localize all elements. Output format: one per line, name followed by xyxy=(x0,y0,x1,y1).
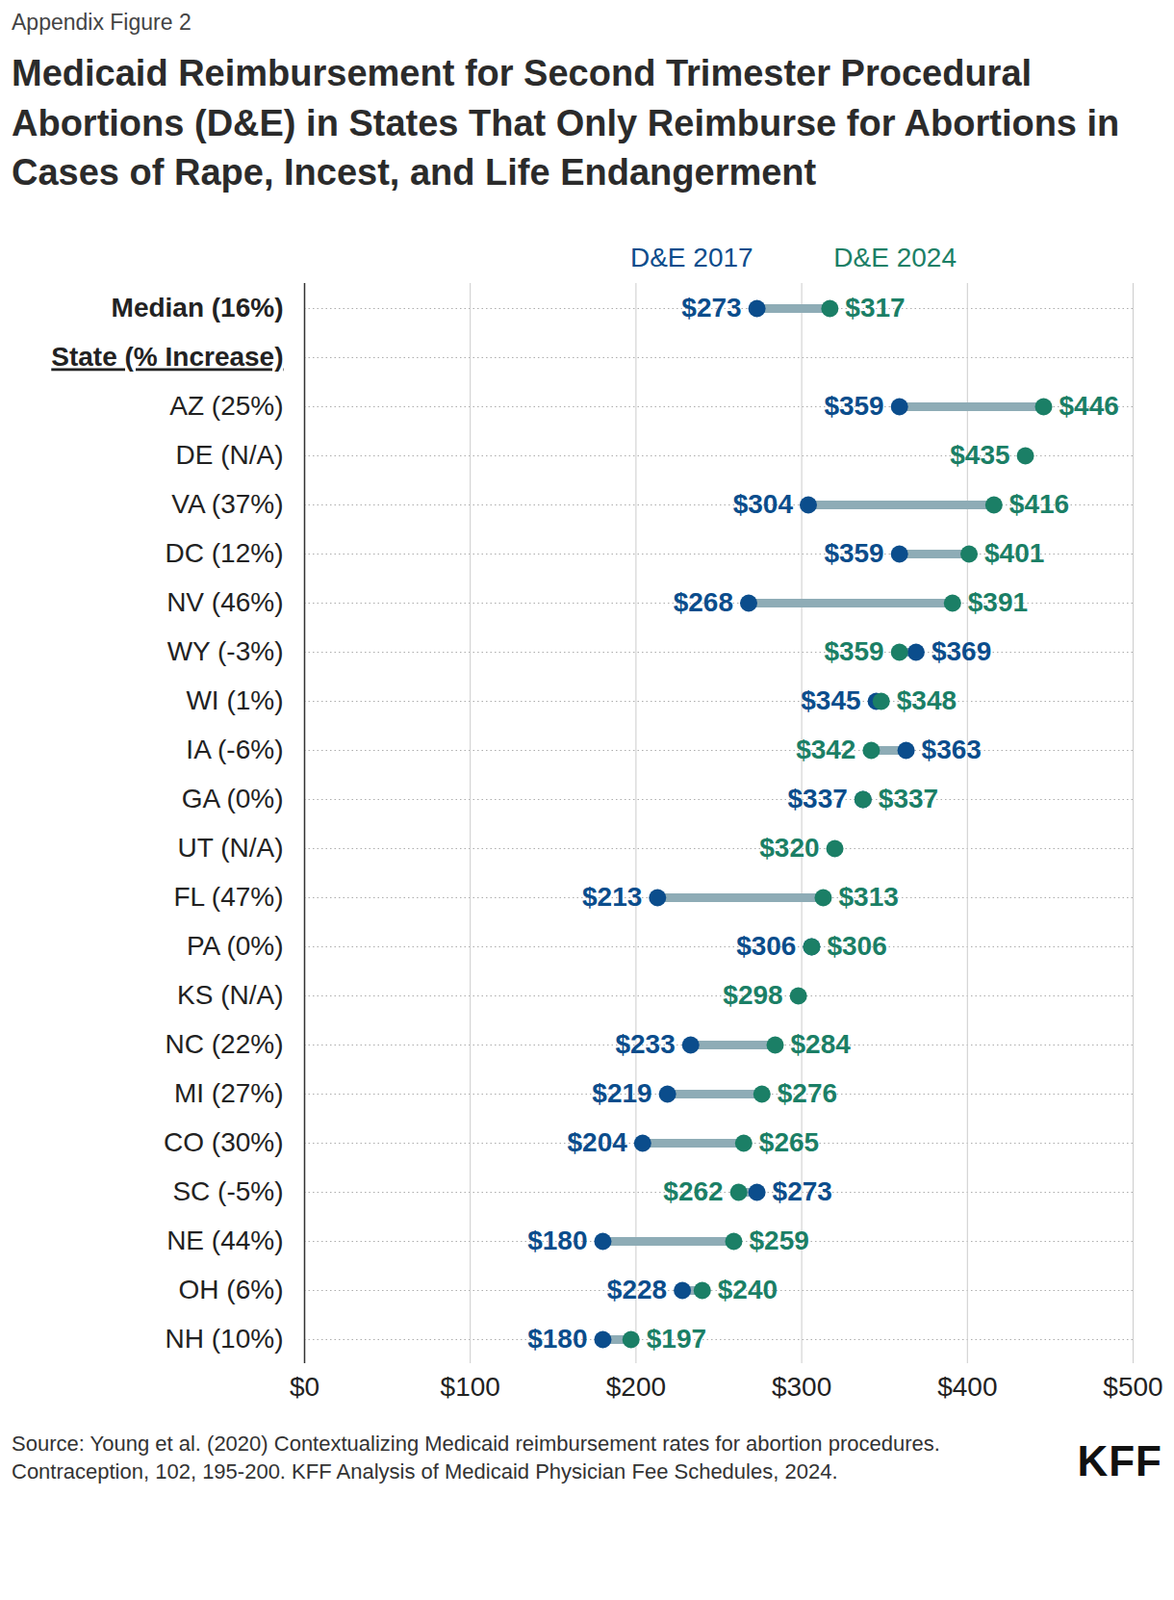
html-text:Source: Young et al. (2020) Co: Source: Young et al. (2020) Contextualiz… xyxy=(11,1430,941,1483)
svg-text:NV (46%): NV (46%) xyxy=(166,587,283,617)
svg-text:$400: $400 xyxy=(937,1371,997,1402)
svg-text:$200: $200 xyxy=(606,1371,666,1402)
svg-text:$306: $306 xyxy=(736,930,796,961)
svg-text:$259: $259 xyxy=(748,1225,809,1255)
svg-text:$446: $446 xyxy=(1059,390,1120,421)
svg-text:$369: $369 xyxy=(931,636,992,666)
svg-text:$317: $317 xyxy=(844,292,905,323)
svg-text:$273: $273 xyxy=(681,292,741,323)
svg-text:$359: $359 xyxy=(823,636,884,666)
svg-text:$180: $180 xyxy=(527,1323,587,1353)
svg-text:PA (0%): PA (0%) xyxy=(186,930,284,961)
svg-text:$391: $391 xyxy=(968,587,1028,617)
svg-text:D&E 2017: D&E 2017 xyxy=(630,242,754,273)
svg-text:$359: $359 xyxy=(823,537,884,568)
svg-text:$268: $268 xyxy=(673,587,734,617)
svg-text:$100: $100 xyxy=(440,1371,501,1402)
svg-text:VA (37%): VA (37%) xyxy=(171,488,283,519)
svg-text:$306: $306 xyxy=(826,930,887,961)
svg-text:NH (10%): NH (10%) xyxy=(165,1323,284,1353)
svg-text:$337: $337 xyxy=(788,783,848,814)
svg-text:$298: $298 xyxy=(722,979,783,1010)
svg-text:$304: $304 xyxy=(733,488,794,519)
svg-text:$345: $345 xyxy=(800,685,861,715)
svg-text:UT (N/A): UT (N/A) xyxy=(178,832,284,863)
svg-text:$0: $0 xyxy=(289,1371,320,1402)
svg-text:$300: $300 xyxy=(771,1371,832,1402)
svg-text:$180: $180 xyxy=(527,1225,587,1255)
svg-text:GA (0%): GA (0%) xyxy=(181,783,284,814)
svg-text:$337: $337 xyxy=(878,783,939,814)
svg-text:$197: $197 xyxy=(646,1323,707,1353)
svg-text:OH (6%): OH (6%) xyxy=(178,1274,284,1304)
svg-text:CO (30%): CO (30%) xyxy=(163,1126,283,1157)
svg-text:$219: $219 xyxy=(591,1077,652,1108)
svg-text:D&E 2024: D&E 2024 xyxy=(833,242,957,273)
svg-text:$435: $435 xyxy=(949,439,1010,470)
svg-text:DE (N/A): DE (N/A) xyxy=(176,439,284,470)
svg-text:$204: $204 xyxy=(566,1126,628,1157)
svg-text:$262: $262 xyxy=(663,1175,723,1206)
svg-text:IA (-6%): IA (-6%) xyxy=(185,734,283,765)
svg-text:WY (-3%): WY (-3%) xyxy=(167,636,284,666)
svg-text:State (% Increase): State (% Increase) xyxy=(51,341,283,372)
svg-text:AZ (25%): AZ (25%) xyxy=(169,390,283,421)
svg-text:$500: $500 xyxy=(1102,1371,1163,1402)
svg-text:$401: $401 xyxy=(984,537,1045,568)
svg-text:$348: $348 xyxy=(896,685,957,715)
svg-text:$320: $320 xyxy=(759,832,819,863)
svg-text:$228: $228 xyxy=(607,1274,667,1304)
svg-text:MI (27%): MI (27%) xyxy=(174,1077,284,1108)
svg-text:NC (22%): NC (22%) xyxy=(165,1028,284,1059)
svg-text:SC (-5%): SC (-5%) xyxy=(172,1175,283,1206)
svg-text:Median (16%): Median (16%) xyxy=(111,292,284,323)
html-text:KFF: KFF xyxy=(1077,1436,1163,1485)
svg-text:$276: $276 xyxy=(777,1077,838,1108)
svg-text:$273: $273 xyxy=(772,1175,833,1206)
svg-text:KS (N/A): KS (N/A) xyxy=(177,979,283,1010)
html-text:Medicaid Reimbursement for Sec: Medicaid Reimbursement for Second Trimes… xyxy=(11,52,1120,193)
svg-text:NE (44%): NE (44%) xyxy=(166,1225,283,1255)
svg-text:$233: $233 xyxy=(614,1028,675,1059)
svg-text:$213: $213 xyxy=(582,881,642,912)
svg-text:$240: $240 xyxy=(717,1274,778,1304)
svg-text:WI (1%): WI (1%) xyxy=(185,685,283,715)
svg-text:$416: $416 xyxy=(1009,488,1070,519)
svg-text:$359: $359 xyxy=(823,390,884,421)
svg-text:$284: $284 xyxy=(791,1028,852,1059)
svg-text:$342: $342 xyxy=(795,734,856,765)
svg-text:$265: $265 xyxy=(759,1126,819,1157)
svg-text:$363: $363 xyxy=(921,734,982,765)
svg-text:FL (47%): FL (47%) xyxy=(173,881,283,912)
svg-text:DC (12%): DC (12%) xyxy=(165,537,284,568)
svg-text:$313: $313 xyxy=(838,881,898,912)
html-text:Appendix Figure 2: Appendix Figure 2 xyxy=(11,9,192,35)
